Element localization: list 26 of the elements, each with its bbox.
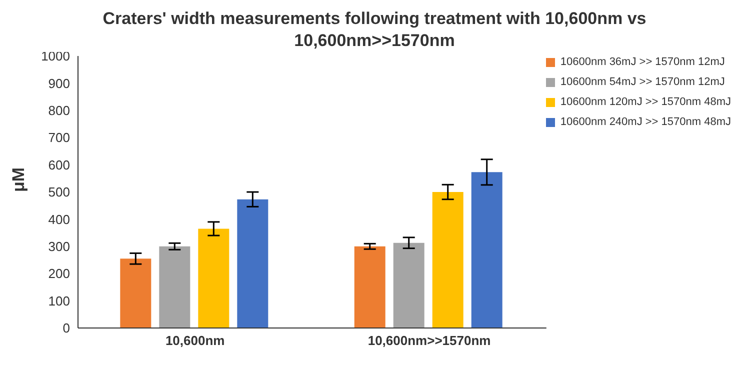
y-tick-label: 200 (48, 266, 70, 282)
legend-label: 10600nm 54mJ >> 1570nm 12mJ (560, 75, 725, 90)
y-tick-label: 400 (48, 212, 70, 227)
y-tick-label: 0 (62, 320, 70, 336)
legend-label: 10600nm 36mJ >> 1570nm 12mJ (560, 55, 725, 70)
bar (198, 228, 230, 328)
bar (432, 192, 464, 328)
y-tick-label: 900 (48, 76, 70, 91)
legend-label: 10600nm 240mJ >> 1570nm 48mJ (560, 115, 731, 130)
y-axis-title: μM (9, 167, 28, 192)
bar (237, 199, 268, 328)
bar (354, 246, 386, 328)
bar (471, 172, 502, 328)
y-tick-label: 600 (48, 157, 70, 172)
x-tick-label: 10,600nm (165, 333, 225, 348)
legend-label: 10600nm 120mJ >> 1570nm 48mJ (560, 95, 731, 110)
bar (159, 246, 190, 328)
y-tick-label: 800 (48, 103, 70, 118)
y-tick-label: 300 (48, 239, 70, 254)
x-tick-label: 10,600nm>>1570nm (368, 333, 491, 348)
bar (393, 242, 424, 328)
chart-title: Craters' width measurements following treatment with 10,600nm vs 10,600nm>>1570nm (102, 8, 648, 52)
bar (120, 258, 152, 328)
y-tick-label: 700 (48, 130, 70, 146)
y-tick-label: 100 (48, 293, 70, 308)
y-tick-label: 500 (48, 184, 70, 200)
